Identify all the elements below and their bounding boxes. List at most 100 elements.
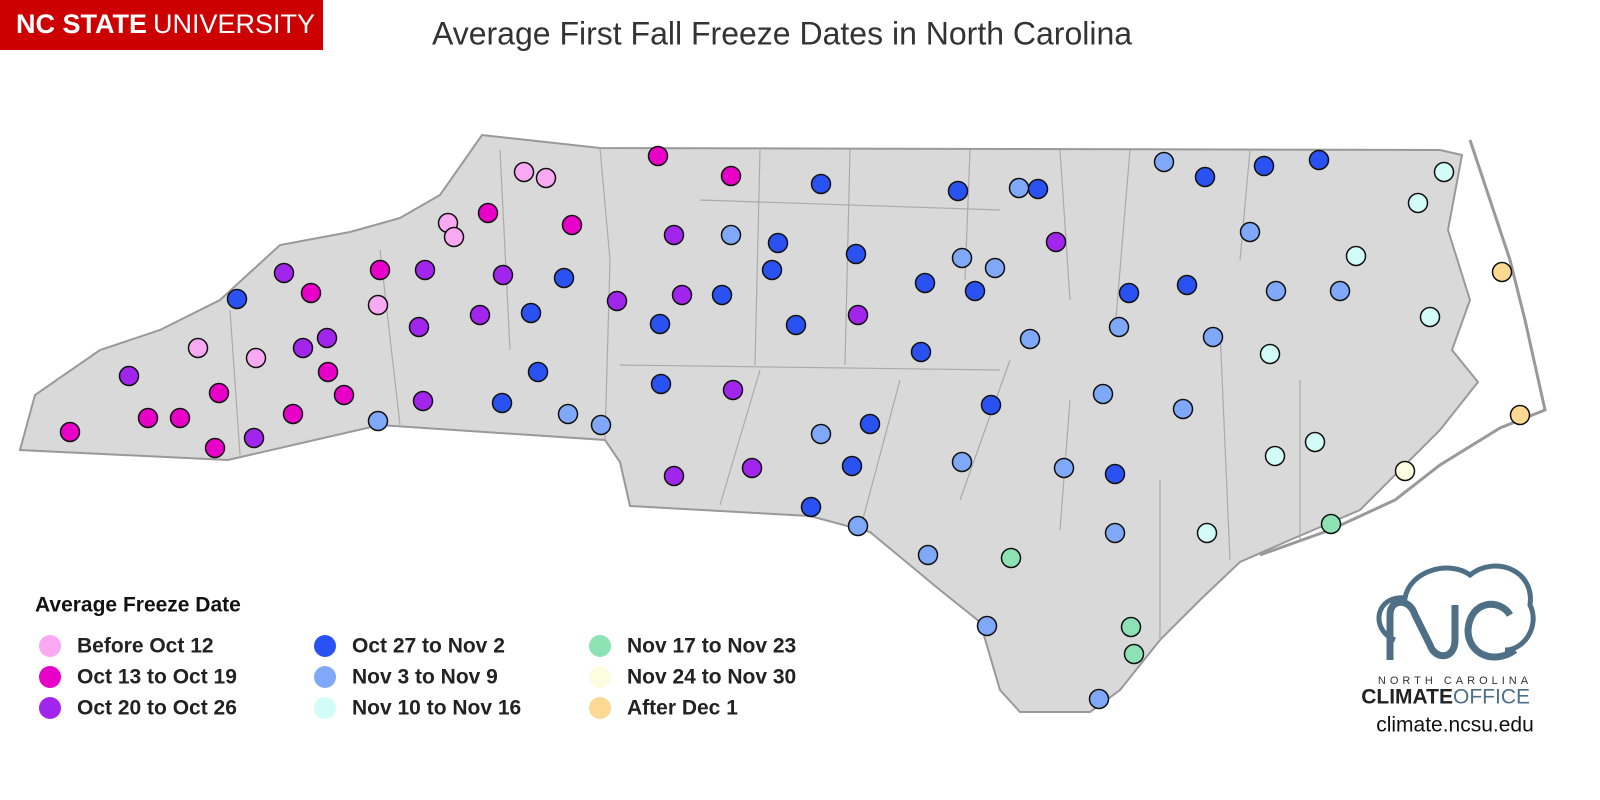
- station-dot: [606, 290, 628, 312]
- legend-label: Nov 3 to Nov 9: [352, 666, 498, 689]
- station-dot: [477, 202, 499, 224]
- ncsu-logo-bold: NC STATE: [16, 9, 147, 39]
- station-dot: [1433, 161, 1455, 183]
- station-dot: [1019, 328, 1041, 350]
- station-dot: [1196, 522, 1218, 544]
- station-dot: [663, 465, 685, 487]
- station-dot: [204, 437, 226, 459]
- station-dot: [914, 272, 936, 294]
- station-dot: [1304, 431, 1326, 453]
- station-dot: [590, 414, 612, 436]
- station-dot: [208, 382, 230, 404]
- station-dot: [553, 267, 575, 289]
- legend-swatch: [589, 635, 611, 657]
- station-dot: [1104, 463, 1126, 485]
- station-dot: [847, 515, 869, 537]
- station-dot: [1202, 326, 1224, 348]
- legend-swatch: [39, 697, 61, 719]
- station-dot: [118, 365, 140, 387]
- station-dot: [1008, 177, 1030, 199]
- station-dots: [59, 145, 1531, 710]
- station-dot: [408, 316, 430, 338]
- station-dot: [810, 423, 832, 445]
- station-dot: [917, 544, 939, 566]
- station-dot: [1000, 547, 1022, 569]
- footer-office-bold: CLIMATE: [1361, 686, 1453, 709]
- station-dot: [187, 337, 209, 359]
- station-dot: [647, 145, 669, 167]
- station-dot: [650, 373, 672, 395]
- station-dot: [1259, 343, 1281, 365]
- ncsu-logo-box: [0, 0, 323, 50]
- legend-label: Oct 20 to Oct 26: [77, 697, 237, 720]
- station-dot: [1053, 457, 1075, 479]
- station-dot: [1407, 192, 1429, 214]
- station-dot: [711, 284, 733, 306]
- station-dot: [367, 410, 389, 432]
- station-dot: [761, 259, 783, 281]
- station-dot: [245, 347, 267, 369]
- legend-swatch: [39, 635, 61, 657]
- station-dot: [951, 451, 973, 473]
- state-outline: [18, 133, 1480, 713]
- station-dot: [984, 257, 1006, 279]
- legend-label: Nov 10 to Nov 16: [352, 697, 521, 720]
- station-dot: [859, 413, 881, 435]
- legend-swatch: [39, 666, 61, 688]
- station-dot: [671, 284, 693, 306]
- station-dot: [1027, 178, 1049, 200]
- station-dot: [1172, 398, 1194, 420]
- station-dot: [741, 457, 763, 479]
- ncsu-logo-light: UNIVERSITY: [153, 9, 315, 39]
- station-dot: [369, 259, 391, 281]
- station-dot: [333, 384, 355, 406]
- legend-label: Oct 27 to Nov 2: [352, 635, 505, 658]
- station-dot: [169, 407, 191, 429]
- legend-label: Oct 13 to Oct 19: [77, 666, 237, 689]
- station-dot: [273, 262, 295, 284]
- station-dot: [292, 337, 314, 359]
- station-dot: [412, 390, 434, 412]
- station-dot: [1118, 282, 1140, 304]
- station-dot: [1394, 460, 1416, 482]
- station-dot: [367, 294, 389, 316]
- station-dot: [1345, 245, 1367, 267]
- footer-region: NORTH CAROLINA: [1378, 675, 1532, 687]
- station-dot: [1088, 688, 1110, 710]
- station-dot: [800, 496, 822, 518]
- station-dot: [1320, 513, 1342, 535]
- station-dot: [59, 421, 81, 443]
- legend-swatch: [589, 697, 611, 719]
- station-dot: [1092, 383, 1114, 405]
- station-dot: [951, 247, 973, 269]
- legend-swatch: [314, 666, 336, 688]
- station-dot: [226, 288, 248, 310]
- station-dot: [847, 304, 869, 326]
- station-dot: [910, 341, 932, 363]
- station-dot: [414, 259, 436, 281]
- legend-swatch: [589, 666, 611, 688]
- station-dot: [649, 313, 671, 335]
- station-dot: [561, 214, 583, 236]
- legend: Before Oct 12 Oct 13 to Oct 19 Oct 20 to O…: [39, 635, 796, 720]
- footer-office-light: OFFICE: [1453, 686, 1530, 709]
- station-dot: [976, 615, 998, 637]
- station-dot: [1491, 261, 1513, 283]
- station-dot: [491, 392, 513, 414]
- station-dot: [520, 302, 542, 324]
- station-dot: [1329, 280, 1351, 302]
- station-dot: [1239, 221, 1261, 243]
- station-dot: [137, 407, 159, 429]
- station-dot: [492, 264, 514, 286]
- station-dot: [1194, 166, 1216, 188]
- legend-label: Nov 17 to Nov 23: [627, 635, 796, 658]
- station-dot: [1265, 280, 1287, 302]
- map-title: Average First Fall Freeze Dates in North…: [432, 15, 1132, 51]
- station-dot: [1509, 404, 1531, 426]
- station-dot: [1153, 151, 1175, 173]
- station-dot: [722, 379, 744, 401]
- station-dot: [1176, 274, 1198, 296]
- station-dot: [1264, 445, 1286, 467]
- station-dot: [767, 232, 789, 254]
